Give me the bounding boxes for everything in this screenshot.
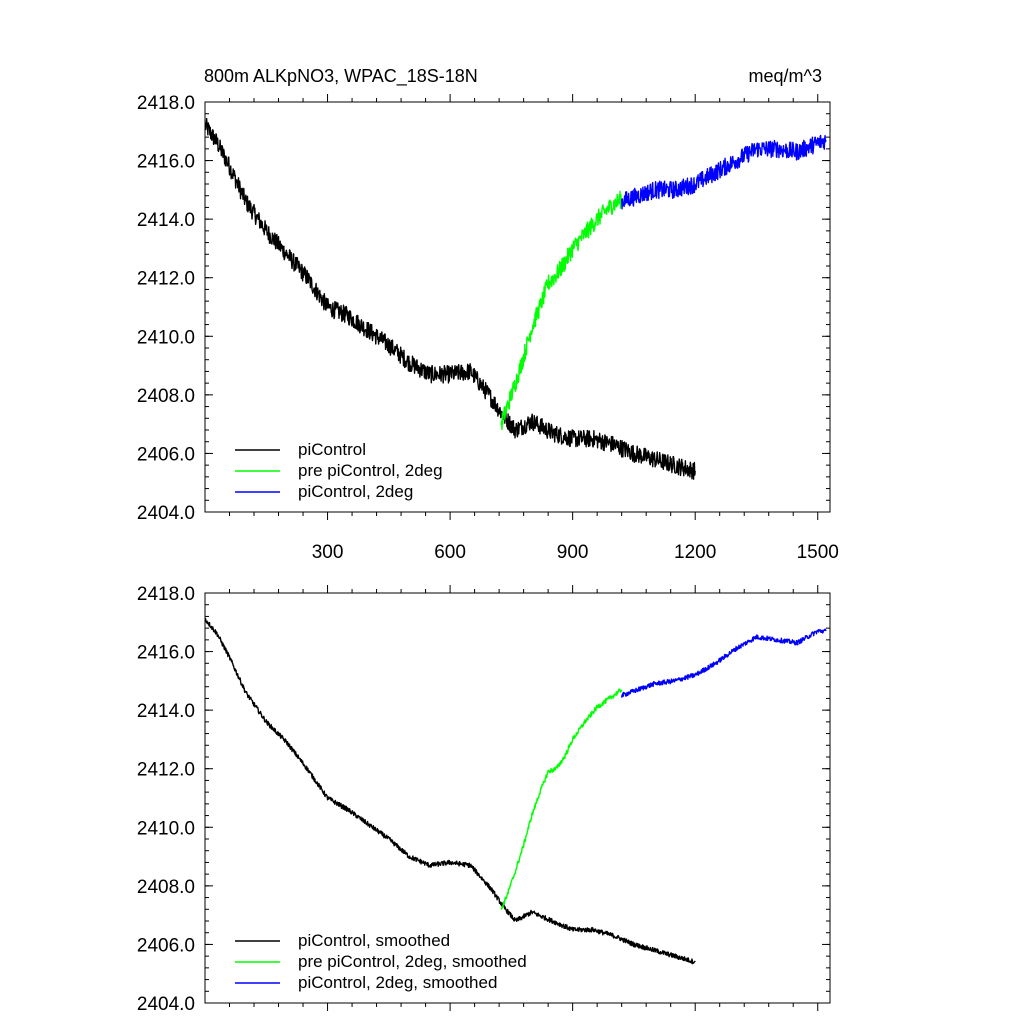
x-tick-label: 900	[557, 542, 589, 563]
bottom-panel: 2404.0 2406.0 2408.0 2410.0 2412.0 2414.0 2416…	[137, 584, 831, 1015]
y-tick-label: 2408.0	[137, 877, 195, 898]
y-tick-label: 2404.0	[137, 503, 195, 524]
legend-label: piControl, smoothed	[298, 931, 450, 950]
y-tick-label: 2418.0	[137, 584, 195, 605]
series-line	[500, 190, 623, 431]
series-lines	[204, 117, 827, 480]
tick-group: 2404.0 2406.0 2408.0 2410.0 2412.0 2414.0 2416…	[137, 584, 830, 1015]
top-panel: 800m ALKpNO3, WPAC_18S-18N meq/m^3 2404.…	[137, 66, 839, 563]
plot-frame	[204, 592, 831, 1004]
y-tick-label: 2408.0	[137, 386, 195, 407]
series-line	[204, 618, 696, 965]
legend-label: pre piControl, 2deg	[298, 461, 443, 480]
legend-label: piControl	[298, 440, 366, 459]
legend-label: pre piControl, 2deg, smoothed	[298, 952, 527, 971]
y-tick-label: 2412.0	[137, 269, 195, 290]
legend: piControl pre piControl, 2deg piControl, 2…	[235, 440, 443, 501]
x-tick-label: 300	[312, 542, 344, 563]
plot-frame	[204, 101, 831, 513]
x-tick-label: 1500	[797, 542, 839, 563]
y-tick-label: 2418.0	[137, 93, 195, 114]
chart-title: 800m ALKpNO3, WPAC_18S-18N	[204, 66, 478, 87]
series-lines	[204, 618, 827, 965]
series-line	[204, 117, 696, 480]
y-tick-label: 2416.0	[137, 643, 195, 664]
y-tick-label: 2406.0	[137, 444, 195, 465]
y-tick-label: 2416.0	[137, 152, 195, 173]
y-tick-label: 2414.0	[137, 701, 195, 722]
series-line	[620, 628, 827, 698]
legend-label: piControl, 2deg	[298, 482, 413, 501]
units-label: meq/m^3	[749, 66, 822, 86]
series-line	[500, 688, 623, 910]
y-tick-label: 2410.0	[137, 818, 195, 839]
x-tick-label: 1200	[674, 542, 716, 563]
y-tick-label: 2410.0	[137, 327, 195, 348]
x-tick-label: 600	[434, 542, 466, 563]
legend: piControl, smoothed pre piControl, 2deg, …	[235, 931, 527, 992]
y-tick-label: 2414.0	[137, 210, 195, 231]
legend-label: piControl, 2deg, smoothed	[298, 973, 497, 992]
tick-group: 2404.0 2406.0 2408.0 2410.0 2412.0 2414.0 2416…	[137, 93, 839, 563]
y-tick-label: 2406.0	[137, 935, 195, 956]
y-tick-label: 2412.0	[137, 760, 195, 781]
y-tick-label: 2404.0	[137, 994, 195, 1015]
series-line	[620, 134, 827, 210]
